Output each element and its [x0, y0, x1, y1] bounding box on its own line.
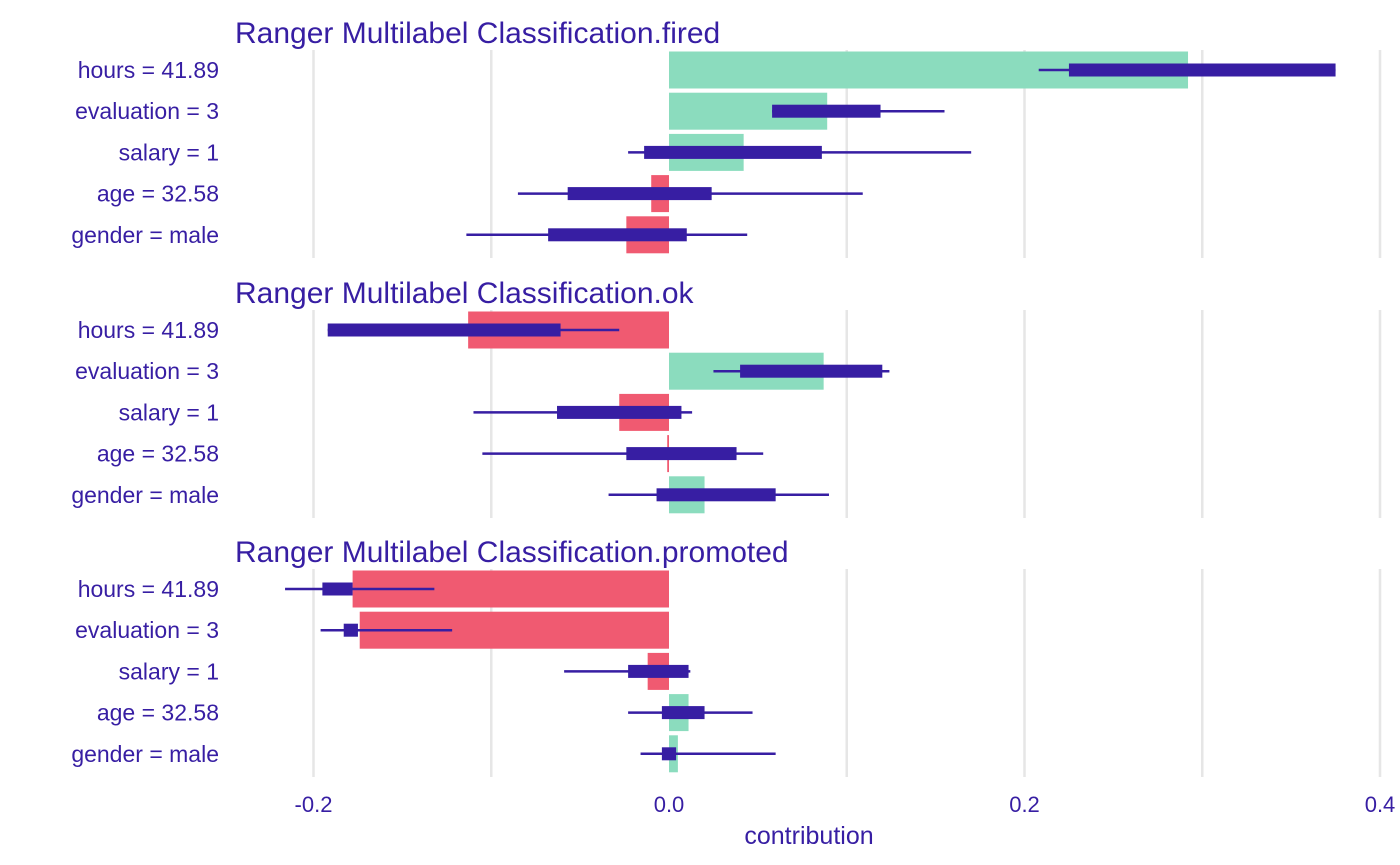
intervals-layer: [285, 63, 1336, 761]
interval-box: [656, 488, 776, 502]
interval-box: [661, 747, 677, 761]
interval-box: [327, 323, 561, 337]
interval-box: [661, 706, 705, 720]
interval-box: [343, 623, 358, 637]
category-label: salary = 1: [119, 658, 219, 684]
interval-box: [1068, 63, 1336, 77]
x-tick-label: 0.2: [1009, 792, 1040, 817]
category-label: age = 32.58: [97, 700, 219, 726]
category-label: hours = 41.89: [78, 317, 219, 343]
category-label: gender = male: [71, 222, 219, 248]
interval-box: [644, 145, 822, 159]
interval-box: [626, 447, 737, 461]
x-axis-title: contribution: [744, 822, 873, 850]
panel-title: Ranger Multilabel Classification.promote…: [235, 536, 789, 569]
interval-box: [567, 187, 712, 201]
labels-layer: Ranger Multilabel Classification.fired ho…: [71, 17, 788, 767]
category-label: gender = male: [71, 741, 219, 767]
category-label: evaluation = 3: [75, 617, 219, 643]
category-label: age = 32.58: [97, 181, 219, 207]
category-label: salary = 1: [119, 399, 219, 425]
category-label: age = 32.58: [97, 441, 219, 467]
category-label: salary = 1: [119, 139, 219, 165]
interval-box: [322, 582, 353, 596]
category-label: hours = 41.89: [78, 576, 219, 602]
interval-box: [772, 104, 881, 118]
category-label: evaluation = 3: [75, 98, 219, 124]
x-axis: -0.2 0.0 0.2 0.4: [295, 792, 1396, 817]
interval-box: [548, 228, 687, 242]
x-tick-label: 0.0: [654, 792, 685, 817]
x-tick-label: -0.2: [295, 792, 333, 817]
interval-box: [557, 405, 682, 419]
category-label: evaluation = 3: [75, 358, 219, 384]
panel-title: Ranger Multilabel Classification.fired: [235, 17, 720, 50]
interval-box: [740, 364, 883, 378]
category-label: hours = 41.89: [78, 57, 219, 83]
x-tick-label: 0.4: [1365, 792, 1396, 817]
category-label: gender = male: [71, 482, 219, 508]
panel-title: Ranger Multilabel Classification.ok: [235, 277, 695, 310]
grid-layer: [312, 50, 1382, 777]
interval-box: [628, 664, 689, 678]
